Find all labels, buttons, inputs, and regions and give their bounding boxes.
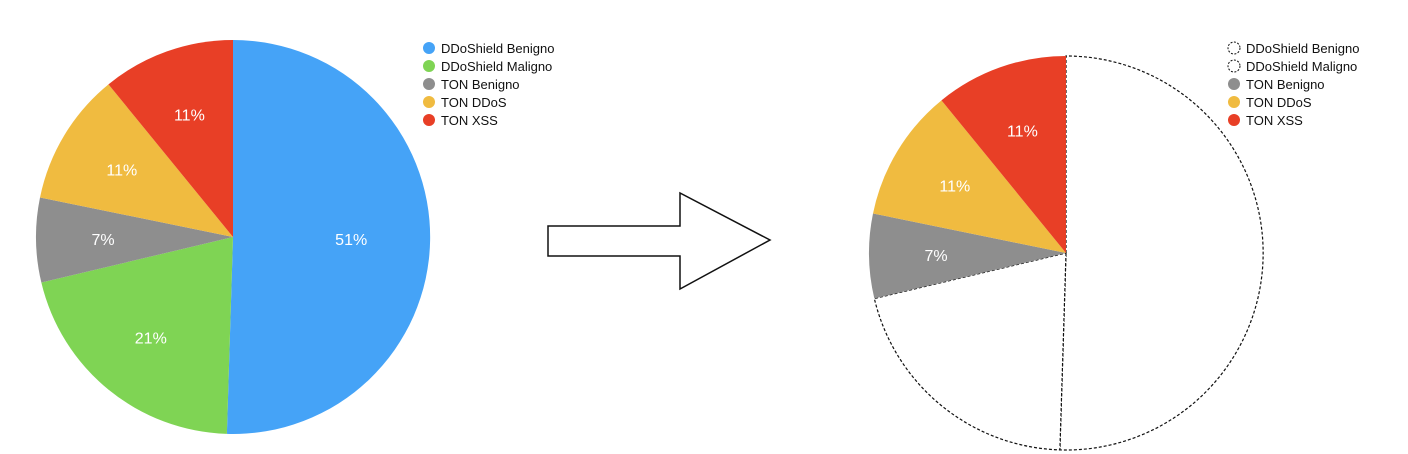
legend-label-ddoshield-maligno: DDoShield Maligno	[1246, 59, 1357, 74]
pie-slice-ddoshield-maligno	[873, 252, 1067, 451]
pie-slice-ton-ddos	[873, 100, 1066, 253]
legend-swatch-ddoshield-benigno	[1227, 41, 1241, 55]
pie-slice-ton-benigno	[36, 197, 234, 283]
pie-slice-ddoshield-maligno	[41, 237, 234, 434]
pie-slice-ddoshield-benigno	[226, 39, 431, 434]
legend-swatch-ddoshield-maligno	[423, 60, 435, 72]
slice-label-ton-ddos: 11%	[106, 163, 137, 180]
legend-label-ddoshield-benigno: DDoShield Benigno	[441, 41, 554, 56]
slice-label-ddoshield-maligno: 21%	[135, 331, 167, 348]
legend-label-ddoshield-benigno: DDoShield Benigno	[1246, 41, 1359, 56]
legend-swatch-ton-ddos	[423, 96, 435, 108]
pie-chart-after: 7% 11% 11%	[869, 55, 1264, 451]
legend-before: DDoShield Benigno DDoShield Maligno TON Be…	[423, 41, 554, 128]
legend-label-ddoshield-maligno: DDoShield Maligno	[441, 59, 552, 74]
legend-after: DDoShield Benigno DDoShield Maligno TON Be…	[1227, 41, 1359, 128]
slice-label-ddoshield-benigno: 51%	[335, 232, 367, 249]
legend-label-ton-benigno: TON Benigno	[441, 77, 520, 92]
slice-label-ton-benigno: 7%	[924, 248, 947, 265]
legend-label-ton-xss: TON XSS	[1246, 113, 1303, 128]
pie-slice-ton-benigno	[869, 213, 1066, 299]
legend-swatch-ton-benigno	[423, 78, 435, 90]
pie-slice-ton-ddos	[40, 84, 234, 237]
legend-swatch-ton-xss	[1228, 114, 1240, 126]
pie-slice-ddoshield-benigno	[1059, 55, 1264, 451]
legend-swatch-ton-benigno	[1228, 78, 1240, 90]
legend-label-ton-ddos: TON DDoS	[441, 95, 507, 110]
slice-label-ton-ddos: 11%	[939, 179, 970, 196]
legend-swatch-ddoshield-benigno	[423, 42, 435, 54]
slice-label-ton-benigno: 7%	[91, 232, 114, 249]
legend-swatch-ddoshield-maligno	[1227, 59, 1241, 73]
pie-chart-before: 51% 21% 7% 11% 11%	[36, 39, 431, 434]
slice-label-ton-xss: 11%	[174, 108, 205, 125]
legend-label-ton-benigno: TON Benigno	[1246, 77, 1325, 92]
legend-label-ton-ddos: TON DDoS	[1246, 95, 1312, 110]
legend-swatch-ton-xss	[423, 114, 435, 126]
pie-slice-ton-xss	[941, 56, 1066, 253]
pie-slice-ton-xss	[108, 40, 233, 237]
legend-label-ton-xss: TON XSS	[441, 113, 498, 128]
slice-label-ton-xss: 11%	[1007, 124, 1038, 141]
legend-swatch-ton-ddos	[1228, 96, 1240, 108]
right-arrow-icon	[547, 191, 772, 291]
